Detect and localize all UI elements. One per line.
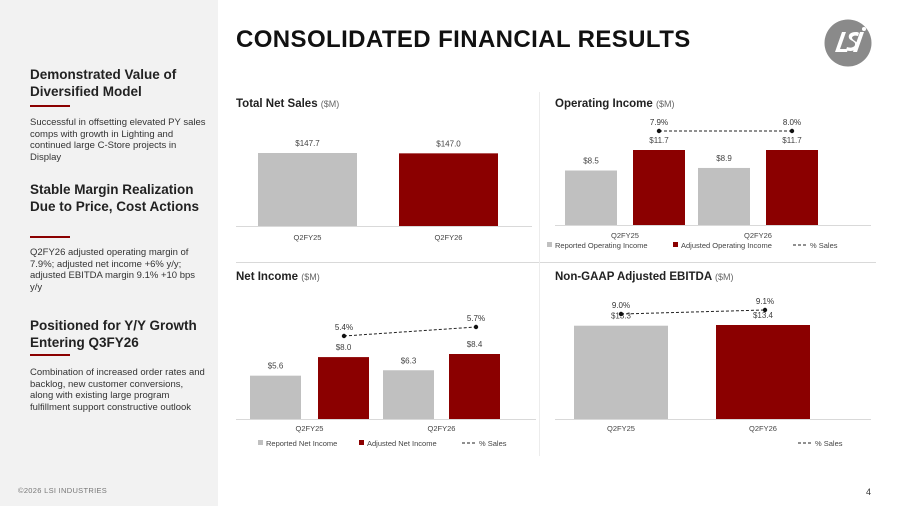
net-income-category-q2fy26: Q2FY26 <box>428 424 456 433</box>
chart-title-net-income-text: Net Income <box>236 271 298 283</box>
non-gaap-adjusted-ebitda-legend-sales-text: % Sales <box>815 439 843 448</box>
operating-income-legend-adjusted-operating-income-swatch <box>673 242 678 247</box>
net-income-legend-adjusted-net-income-text: Adjusted Net Income <box>367 439 437 448</box>
net-income-pct-sales-point-q2fy25 <box>341 333 347 339</box>
chart-net-sales: $147.7 Q2FY25 $147.0 Q2FY26 <box>236 139 532 242</box>
non-gaap-adjusted-ebitda-pct-sales-line <box>620 309 766 315</box>
operating-income-category-q2fy26: Q2FY26 <box>744 231 772 240</box>
operating-income-legend-reported-operating-income-text: Reported Operating Income <box>555 241 648 250</box>
non-gaap-adjusted-ebitda-category-q2fy26: Q2FY26 <box>749 424 777 433</box>
chart-title-net-sales: Total Net Sales ($M) <box>236 98 339 110</box>
non-gaap-adjusted-ebitda-pct-sales-point-q2fy25 <box>618 311 624 317</box>
sidebar-body-3: Combination of increased order rates and… <box>30 367 205 413</box>
sidebar-body-2: Q2FY26 adjusted operating margin of 7.9%… <box>30 247 196 293</box>
total-net-sales-bar-net-sales-q2fy26 <box>399 153 498 226</box>
lsi-logo-icon <box>824 19 872 67</box>
chart-title-operating-income: Operating Income ($M) <box>555 98 674 110</box>
non-gaap-adjusted-ebitda-pct-sales-label-q2fy25: 9.0% <box>612 301 630 310</box>
sidebar-heading-1: Demonstrated Value of Diversified Model <box>30 67 177 99</box>
net-income-bar-reported-net-income-q2fy26 <box>383 370 434 419</box>
chart-title-adjusted-ebitda-text: Non-GAAP Adjusted EBITDA <box>555 271 712 283</box>
chart-unit-operating-income: ($M) <box>655 99 675 109</box>
operating-income-legend-adjusted-operating-income-text: Adjusted Operating Income <box>681 241 772 250</box>
sidebar-rule-1 <box>30 105 70 107</box>
operating-income-bar-label-adjusted-operating-income-q2fy26: $11.7 <box>782 136 802 145</box>
non-gaap-adjusted-ebitda-bar-adjusted-ebitda-q2fy25 <box>574 325 668 419</box>
net-income-bar-label-reported-net-income-q2fy26: $6.3 <box>401 356 417 365</box>
total-net-sales-bar-net-sales-q2fy25 <box>258 153 357 226</box>
sidebar: Demonstrated Value of Diversified Model … <box>0 0 218 506</box>
net-income-bar-label-reported-net-income-q2fy25: $5.6 <box>268 362 284 371</box>
net-income-legend-adjusted-net-income-swatch <box>359 440 364 445</box>
chart-unit-net-income: ($M) <box>301 272 320 282</box>
sidebar-heading-2: Stable Margin Realization Due to Price, … <box>30 182 200 214</box>
operating-income-bar-label-adjusted-operating-income-q2fy25: $11.7 <box>649 136 669 145</box>
operating-income-pct-sales-label-q2fy26: 8.0% <box>783 118 801 127</box>
total-net-sales-bar-label-net-sales-q2fy26: $147.0 <box>436 139 461 148</box>
vertical-divider <box>539 92 540 456</box>
operating-income-bar-adjusted-operating-income-q2fy25 <box>633 150 685 225</box>
operating-income-legend-reported-operating-income-swatch <box>547 242 552 247</box>
chart-unit-adjusted-ebitda: ($M) <box>714 272 734 282</box>
operating-income-pct-sales-point-q2fy25 <box>656 128 662 134</box>
net-income-pct-sales-label-q2fy25: 5.4% <box>335 323 353 332</box>
total-net-sales-bar-label-net-sales-q2fy25: $147.7 <box>295 139 320 148</box>
operating-income-legend-sales-text: % Sales <box>810 241 838 250</box>
non-gaap-adjusted-ebitda-pct-sales-label-q2fy26: 9.1% <box>756 297 774 306</box>
net-income-legend-reported-net-income-text: Reported Net Income <box>266 439 337 448</box>
operating-income-bar-reported-operating-income-q2fy26 <box>698 167 750 225</box>
operating-income-bar-label-reported-operating-income-q2fy26: $8.9 <box>716 154 732 163</box>
page-number: 4 <box>866 487 872 497</box>
net-income-category-q2fy25: Q2FY25 <box>296 424 324 433</box>
non-gaap-adjusted-ebitda-bar-label-adjusted-ebitda-q2fy26: $13.4 <box>753 311 774 320</box>
operating-income-bar-reported-operating-income-q2fy25 <box>565 170 617 225</box>
chart-title-adjusted-ebitda: Non-GAAP Adjusted EBITDA ($M) <box>555 271 733 283</box>
net-income-bar-adjusted-net-income-q2fy25 <box>318 357 369 419</box>
operating-income-pct-sales-label-q2fy25: 7.9% <box>650 118 668 127</box>
chart-net-income: $5.6 $8.0 Q2FY25 $6.3 $8.4 Q2FY26 5.4% 5.7% Repo… <box>236 314 536 448</box>
net-income-legend-sales-text: % Sales <box>479 439 507 448</box>
total-net-sales-category-q2fy25: Q2FY25 <box>294 233 322 242</box>
chart-unit-net-sales: ($M) <box>320 99 340 109</box>
chart-title-operating-income-text: Operating Income <box>555 98 653 110</box>
net-income-legend-reported-net-income-swatch <box>258 440 263 445</box>
net-income-bar-label-adjusted-net-income-q2fy25: $8.0 <box>336 343 352 352</box>
sidebar-heading-3: Positioned for Y/Y Growth Entering Q3FY2… <box>30 318 197 350</box>
total-net-sales-category-q2fy26: Q2FY26 <box>435 233 463 242</box>
non-gaap-adjusted-ebitda-pct-sales-point-q2fy26 <box>762 307 768 313</box>
chart-title-net-income: Net Income ($M) <box>236 271 320 283</box>
sidebar-rule-3 <box>30 354 70 356</box>
net-income-pct-sales-point-q2fy26 <box>473 324 479 330</box>
copyright: ©2026 LSI INDUSTRIES <box>18 486 108 495</box>
net-income-pct-sales-label-q2fy26: 5.7% <box>467 314 485 323</box>
operating-income-bar-label-reported-operating-income-q2fy25: $8.5 <box>583 157 599 166</box>
operating-income-category-q2fy25: Q2FY25 <box>611 231 639 240</box>
operating-income-bar-adjusted-operating-income-q2fy26 <box>766 150 818 225</box>
non-gaap-adjusted-ebitda-bar-label-adjusted-ebitda-q2fy25: $13.3 <box>611 312 632 321</box>
net-income-bar-reported-net-income-q2fy25 <box>250 375 301 419</box>
non-gaap-adjusted-ebitda-bar-adjusted-ebitda-q2fy26 <box>716 325 810 419</box>
sidebar-body-1: Successful in offsetting elevated PY sal… <box>30 117 206 163</box>
horizontal-divider <box>236 262 876 263</box>
chart-operating-income: $8.5 $11.7 Q2FY25 $8.9 $11.7 Q2FY26 7.9% 8.0% Re… <box>547 118 871 250</box>
net-income-bar-label-adjusted-net-income-q2fy26: $8.4 <box>467 340 483 349</box>
non-gaap-adjusted-ebitda-category-q2fy25: Q2FY25 <box>607 424 635 433</box>
page-title: CONSOLIDATED FINANCIAL RESULTS <box>236 26 691 53</box>
sidebar-rule-2 <box>30 236 70 238</box>
chart-adjusted-ebitda: $13.3 Q2FY25 $13.4 Q2FY26 9.0% 9.1% % Sales <box>555 297 871 448</box>
net-income-bar-adjusted-net-income-q2fy26 <box>449 354 500 419</box>
chart-title-net-sales-text: Total Net Sales <box>236 98 318 110</box>
net-income-pct-sales-line <box>343 326 477 337</box>
operating-income-pct-sales-point-q2fy26 <box>789 128 795 134</box>
